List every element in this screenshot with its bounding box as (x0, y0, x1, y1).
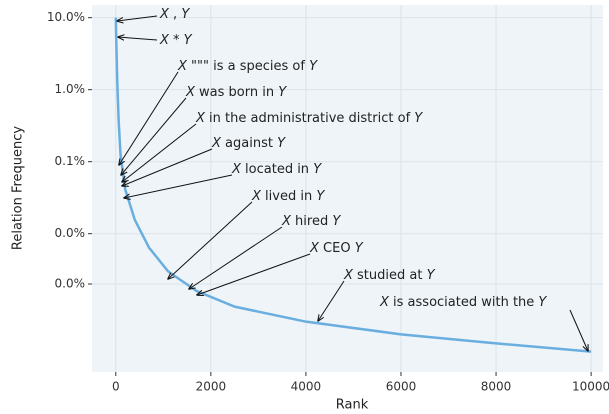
x-tick-label: 2000 (196, 380, 227, 394)
x-tick-label: 10000 (572, 380, 609, 394)
x-tick-label: 8000 (481, 380, 512, 394)
line (114, 17, 592, 353)
x-tick-label: 0 (112, 380, 120, 394)
x-tick-label: 4000 (291, 380, 322, 394)
annotation-arrow (117, 15, 158, 21)
annotation-arrow (318, 280, 345, 321)
x-axis-label: Rank (336, 398, 369, 413)
annotation-arrow (119, 71, 179, 165)
annotation: X studied at Y (343, 268, 436, 283)
annotation: X CEO Y (309, 241, 364, 256)
annotation: X located in Y (231, 162, 322, 177)
annotation-arrow (122, 123, 197, 182)
y-tick-label: 0.0% (55, 277, 86, 291)
x-tick-label: 6000 (386, 380, 417, 394)
annotation: X * Y (159, 33, 193, 48)
y-tick-label: 1.0% (55, 82, 86, 96)
annotation: X , Y (159, 7, 190, 22)
plot-area (92, 5, 603, 372)
annotation: X hired Y (281, 214, 341, 229)
annotation-arrow (168, 201, 253, 279)
annotation-arrow (569, 309, 588, 351)
y-tick-label: 0.1% (55, 154, 86, 168)
annotation-arrow (189, 226, 283, 289)
annotation: X is associated with the Y (379, 295, 547, 310)
annotation-arrow (124, 174, 233, 198)
annotation-arrow (121, 97, 187, 175)
annotation-arrow (118, 37, 158, 40)
annotation: X lived in Y (251, 189, 325, 204)
annotation: X """ is a species of Y (177, 59, 318, 74)
y-tick-label: 10.0% (47, 10, 85, 24)
y-tick-label: 0.0% (55, 226, 86, 240)
annotation: X was born in Y (185, 85, 287, 100)
annotation-arrow (197, 253, 311, 295)
annotation: X against Y (211, 136, 286, 151)
y-axis-label: Relation Frequency (11, 126, 26, 251)
annotation: X in the administrative district of Y (195, 111, 423, 126)
annotation-arrow (122, 148, 213, 186)
